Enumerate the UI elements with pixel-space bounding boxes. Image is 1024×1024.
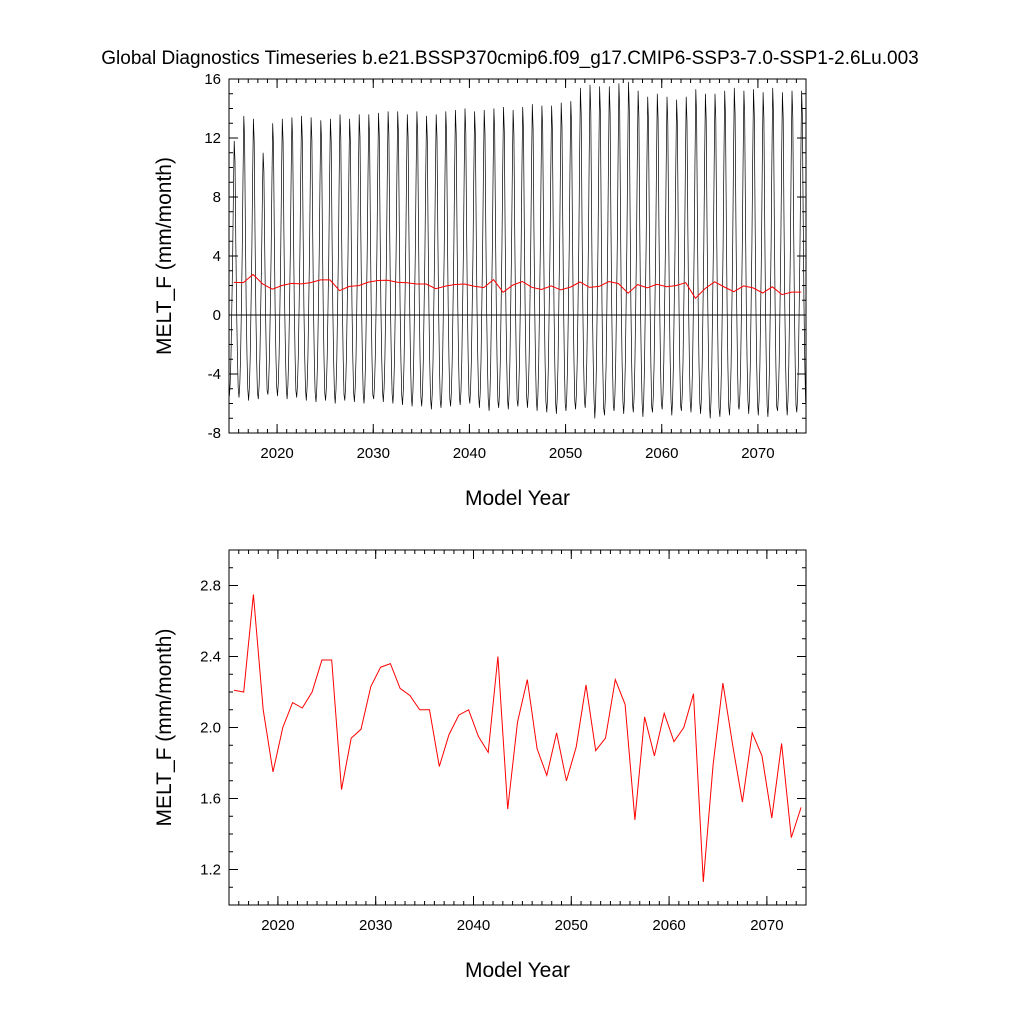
- bottom-series: [233, 594, 802, 882]
- top-x-tick-label: 2030: [357, 445, 390, 462]
- bot-x-tick-label: 2020: [261, 917, 294, 934]
- bot-x-tick-label: 2050: [555, 917, 588, 934]
- top-y-tick-label: -8: [208, 425, 221, 442]
- bot-x-tick-label: 2070: [750, 917, 783, 934]
- bottom-tick-labels: 2020 2030 2040 2050 2060 2070 1.2 1.6 2.0 2.4 2.8: [200, 578, 783, 935]
- bottom-annual-mean-line: [233, 594, 802, 882]
- bottom-plot-frame: [228, 549, 807, 906]
- top-y-tick-label: 0: [213, 307, 221, 324]
- bot-x-tick-label: 2060: [652, 917, 685, 934]
- bottom-x-axis-label: Model Year: [465, 959, 570, 982]
- top-ticks: [228, 78, 807, 434]
- top-x-tick-label: 2070: [741, 445, 774, 462]
- bot-y-tick-label: 1.2: [200, 862, 221, 879]
- bot-y-tick-label: 1.6: [200, 791, 221, 808]
- top-y-tick-label: 8: [213, 189, 221, 206]
- top-annual-mean-line: [233, 273, 802, 300]
- top-plot-frame: [228, 78, 807, 434]
- top-x-tick-label: 2020: [260, 445, 293, 462]
- top-y-tick-label: 4: [213, 248, 221, 265]
- bot-y-tick-label: 2.8: [200, 578, 221, 595]
- top-y-tick-label: 16: [204, 71, 221, 88]
- top-x-tick-label: 2050: [549, 445, 582, 462]
- top-tick-labels: 2020 2030 2040 2050 2060 2070 -8 -4 0 4 8 12 16: [204, 71, 774, 462]
- top-series: [229, 81, 806, 419]
- bottom-y-axis-label: MELT_F (mm/month): [153, 629, 176, 827]
- top-y-tick-label: -4: [208, 366, 221, 383]
- top-y-tick-label: 12: [204, 130, 221, 147]
- bot-y-tick-label: 2.0: [200, 720, 221, 737]
- bot-x-tick-label: 2030: [359, 917, 392, 934]
- top-y-axis-label: MELT_F (mm/month): [153, 157, 176, 355]
- bot-y-tick-label: 2.4: [200, 649, 221, 666]
- panel-top: 2020 2030 2040 2050 2060 2070 -8 -4 0 4 8 12 16 Mode…: [153, 71, 807, 510]
- bot-x-tick-label: 2040: [457, 917, 490, 934]
- bottom-ticks: [228, 549, 807, 906]
- panel-bottom: 2020 2030 2040 2050 2060 20701.21.62.02.42.8 …: [153, 549, 807, 982]
- top-monthly-series-line: [229, 81, 806, 419]
- figure-title: Global Diagnostics Timeseries b.e21.BSSP…: [101, 48, 918, 69]
- top-x-axis-label: Model Year: [465, 487, 570, 510]
- top-x-tick-label: 2060: [645, 445, 678, 462]
- top-x-tick-label: 2040: [453, 445, 486, 462]
